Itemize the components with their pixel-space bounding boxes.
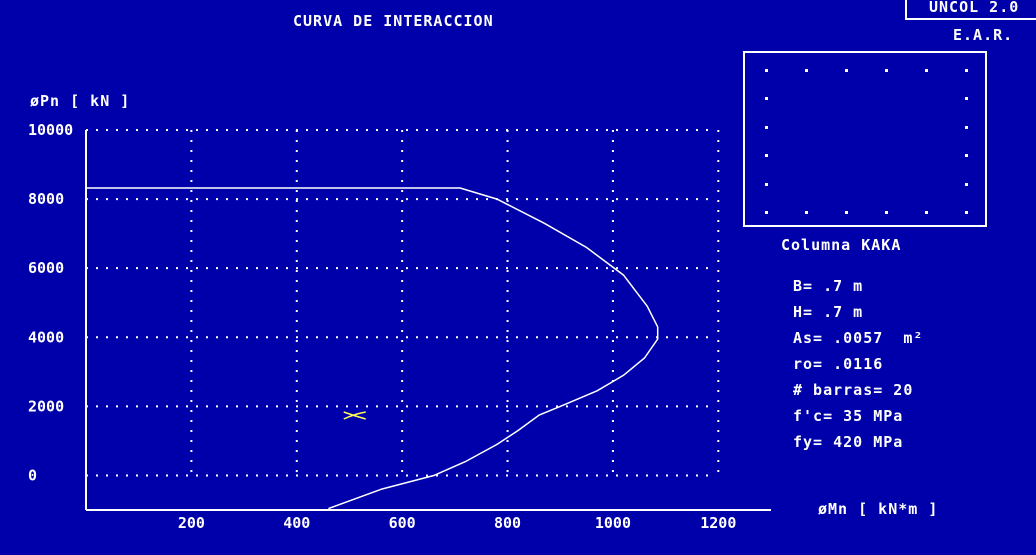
- reinforcement-bar: [965, 125, 968, 129]
- x-tick-label: 1200: [700, 514, 736, 532]
- reinforcement-bar: [965, 69, 968, 72]
- x-tick-label: 400: [283, 514, 310, 532]
- y-tick-label: 0: [28, 466, 37, 484]
- reinforcement-bar: [765, 125, 768, 129]
- property-fy: fy= 420 MPa: [793, 433, 904, 451]
- load-point-marker: [343, 411, 366, 420]
- column-section-diagram: [743, 51, 987, 227]
- property-ratio: ro= .0116: [793, 355, 884, 373]
- property-width: B= .7 m: [793, 277, 864, 295]
- reinforcement-bar: [805, 69, 808, 72]
- reinforcement-bar: [885, 211, 888, 214]
- chart-title: CURVA DE INTERACCION: [293, 12, 494, 30]
- property-height: H= .7 m: [793, 303, 864, 321]
- x-axis-label: øMn [ kN*m ]: [818, 500, 939, 518]
- x-tick-label: 600: [389, 514, 416, 532]
- reinforcement-bar: [765, 154, 768, 158]
- reinforcement-bar: [765, 182, 768, 186]
- property-steel-area: As= .0057 m²: [793, 329, 924, 347]
- author-label: E.A.R.: [953, 26, 1014, 44]
- interaction-curve: [86, 187, 659, 510]
- reinforcement-bar: [885, 69, 888, 72]
- x-tick-label: 800: [494, 514, 521, 532]
- x-tick-label: 200: [178, 514, 205, 532]
- reinforcement-bar: [765, 69, 768, 72]
- reinforcement-bar: [925, 211, 928, 214]
- reinforcement-bar: [965, 154, 968, 158]
- reinforcement-bar: [965, 182, 968, 186]
- section-caption: Columna KAKA: [781, 236, 902, 254]
- y-axis-label: øPn [ kN ]: [30, 92, 131, 110]
- reinforcement-bar: [965, 211, 968, 214]
- property-fc: f'c= 35 MPa: [793, 407, 904, 425]
- reinforcement-bar: [965, 97, 968, 101]
- y-tick-label: 10000: [28, 121, 73, 139]
- reinforcement-bar: [765, 97, 768, 101]
- x-tick-label: 1000: [595, 514, 631, 532]
- y-tick-label: 2000: [28, 397, 64, 415]
- program-name: UNCOL 2.0: [929, 0, 1020, 16]
- y-tick-label: 8000: [28, 190, 64, 208]
- y-tick-label: 6000: [28, 259, 64, 277]
- reinforcement-bar: [925, 69, 928, 72]
- reinforcement-bar: [765, 211, 768, 214]
- program-badge: UNCOL 2.0: [905, 0, 1036, 20]
- reinforcement-bar: [805, 211, 808, 214]
- property-bar-count: # barras= 20: [793, 381, 914, 399]
- reinforcement-bar: [845, 211, 848, 214]
- reinforcement-bar: [845, 69, 848, 72]
- y-tick-label: 4000: [28, 328, 64, 346]
